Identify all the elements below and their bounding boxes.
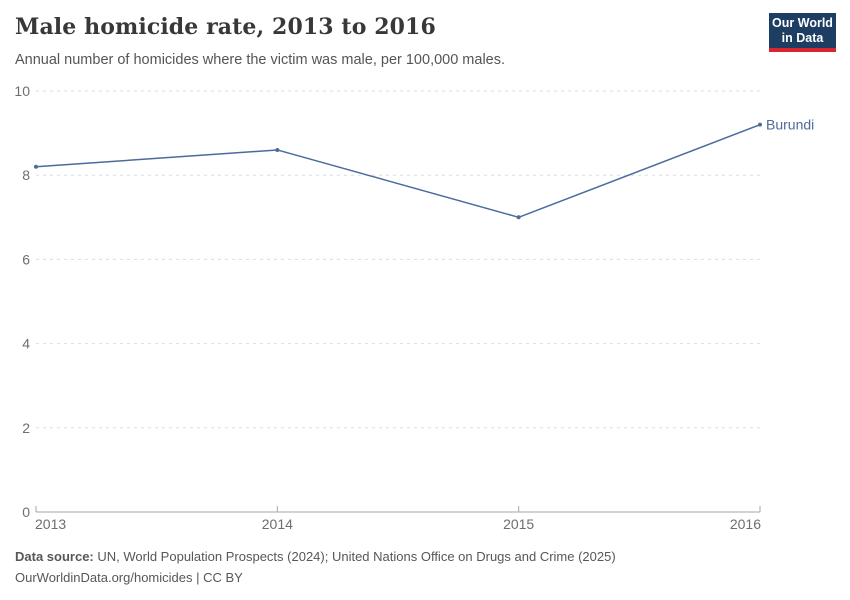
series-line-burundi[interactable]	[35, 123, 761, 219]
data-source-label: Data source:	[15, 549, 94, 564]
data-point-burundi-2016[interactable]	[758, 122, 762, 127]
data-source-text: UN, World Population Prospects (2024); U…	[93, 549, 616, 564]
x-tick-label: 2013	[35, 516, 66, 532]
chart-title: Male homicide rate, 2013 to 2016	[15, 14, 436, 40]
data-source-line: Data source: UN, World Population Prospe…	[15, 546, 616, 567]
x-tick-label: 2015	[503, 516, 534, 532]
owid-logo-line2: in Data	[781, 31, 824, 45]
y-tick-label: 8	[22, 167, 30, 183]
y-tick-label: 10	[14, 83, 30, 99]
data-point-burundi-2015[interactable]	[516, 215, 521, 220]
y-tick-label: 2	[22, 420, 30, 436]
owid-logo-line1: Our World	[772, 16, 833, 30]
data-point-burundi-2013[interactable]	[34, 164, 38, 169]
attribution-line: OurWorldinData.org/homicides | CC BY	[15, 570, 243, 585]
y-tick-label: 0	[22, 504, 30, 520]
chart-footer: Data source: UN, World Population Prospe…	[15, 546, 616, 588]
entity-label-burundi[interactable]: Burundi	[766, 117, 814, 133]
owid-logo[interactable]: Our World in Data	[769, 13, 836, 52]
y-tick-label: 6	[22, 251, 30, 267]
x-tick-label: 2014	[262, 516, 293, 532]
data-point-burundi-2014[interactable]	[275, 147, 280, 152]
chart-subtitle: Annual number of homicides where the vic…	[15, 52, 506, 68]
x-tick-label: 2016	[730, 516, 761, 532]
y-tick-label: 4	[22, 336, 30, 352]
